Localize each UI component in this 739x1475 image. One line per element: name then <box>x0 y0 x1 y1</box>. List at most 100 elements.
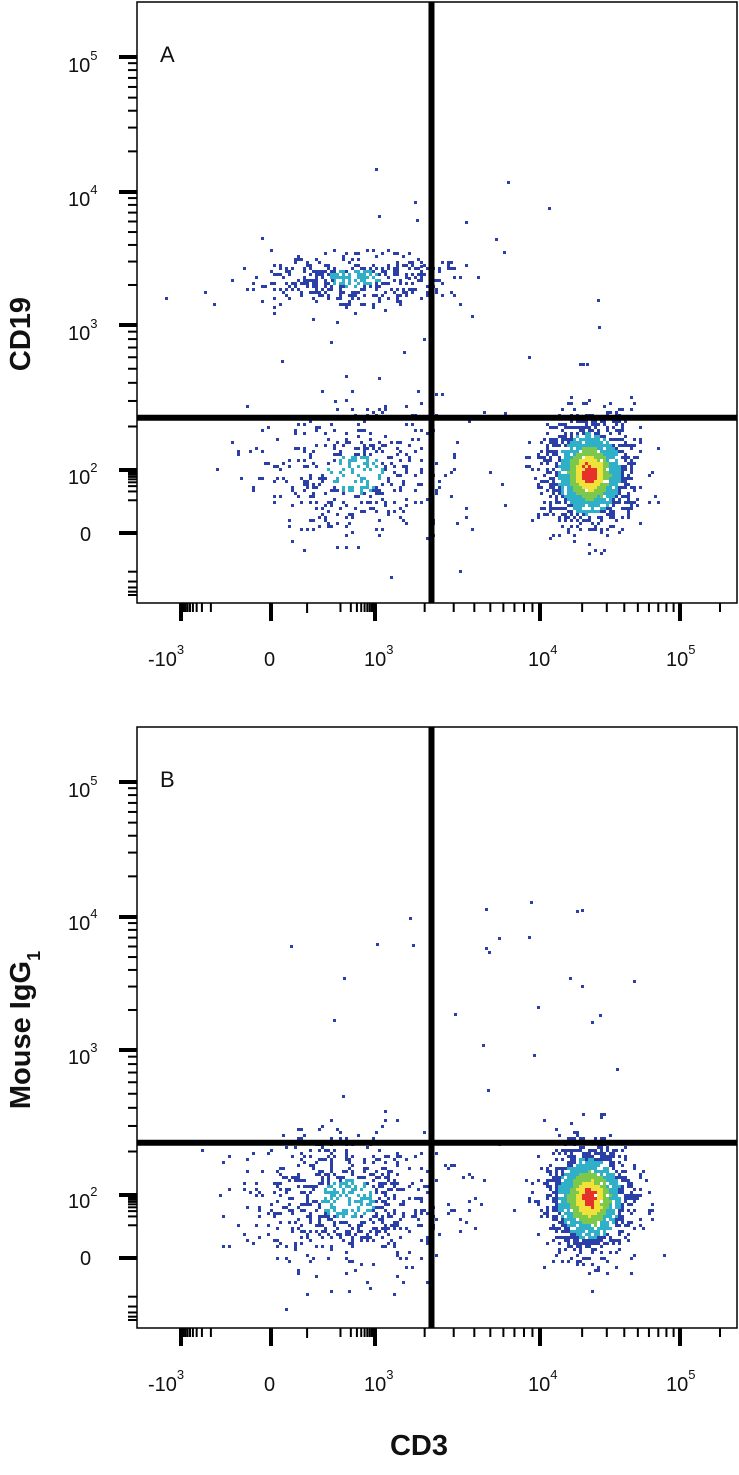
event-dot <box>558 1242 561 1245</box>
event-dot <box>627 477 630 480</box>
event-dot <box>252 486 255 489</box>
event-dot <box>579 483 582 486</box>
event-dot <box>408 444 411 447</box>
event-dot <box>564 498 567 501</box>
event-dot <box>297 1218 300 1221</box>
event-dot <box>603 465 606 468</box>
event-dot <box>627 1182 630 1185</box>
event-dot <box>291 486 294 489</box>
event-dot <box>381 282 384 285</box>
event-dot <box>165 297 168 300</box>
event-dot <box>426 498 429 501</box>
event-dot <box>312 1164 315 1167</box>
event-dot <box>585 1176 588 1179</box>
event-dot <box>333 1206 336 1209</box>
event-dot <box>621 1206 624 1209</box>
event-dot <box>588 1167 591 1170</box>
event-dot <box>378 489 381 492</box>
event-dot <box>363 1176 366 1179</box>
event-dot <box>636 504 639 507</box>
event-dot <box>354 507 357 510</box>
event-dot <box>363 429 366 432</box>
event-dot <box>609 402 612 405</box>
event-dot <box>603 468 606 471</box>
event-dot <box>546 1167 549 1170</box>
event-dot <box>330 1245 333 1248</box>
event-dot <box>573 456 576 459</box>
event-dot <box>597 1161 600 1164</box>
event-dot <box>591 441 594 444</box>
event-dot <box>612 438 615 441</box>
event-dot <box>588 504 591 507</box>
event-dot <box>579 363 582 366</box>
event-dot <box>366 282 369 285</box>
event-dot <box>342 1170 345 1173</box>
event-dot <box>342 273 345 276</box>
event-dot <box>390 483 393 486</box>
event-dot <box>612 525 615 528</box>
event-dot <box>636 456 639 459</box>
event-dot <box>570 492 573 495</box>
event-dot <box>588 1206 591 1209</box>
event-dot <box>567 450 570 453</box>
event-dot <box>261 477 264 480</box>
event-dot <box>360 501 363 504</box>
event-dot <box>384 1194 387 1197</box>
event-dot <box>219 1194 222 1197</box>
event-dot <box>639 1194 642 1197</box>
event-dot <box>405 498 408 501</box>
event-dot <box>333 1188 336 1191</box>
event-dot <box>579 1164 582 1167</box>
event-dot <box>393 291 396 294</box>
event-dot <box>582 1155 585 1158</box>
event-dot <box>603 1170 606 1173</box>
event-dot <box>567 1176 570 1179</box>
event-dot <box>576 480 579 483</box>
event-dot <box>312 519 315 522</box>
event-dot <box>345 1272 348 1275</box>
event-dot <box>453 456 456 459</box>
event-dot <box>357 273 360 276</box>
event-dot <box>342 486 345 489</box>
event-dot <box>372 306 375 309</box>
event-dot <box>285 1308 288 1311</box>
event-dot <box>342 501 345 504</box>
event-dot <box>552 468 555 471</box>
event-dot <box>399 300 402 303</box>
event-dot <box>402 1281 405 1284</box>
event-dot <box>393 273 396 276</box>
event-dot <box>309 477 312 480</box>
event-dot <box>612 1218 615 1221</box>
event-dot <box>633 456 636 459</box>
event-dot <box>306 480 309 483</box>
event-dot <box>414 429 417 432</box>
event-dot <box>482 1044 485 1047</box>
event-dot <box>588 471 591 474</box>
event-dot <box>351 513 354 516</box>
event-dot <box>294 1245 297 1248</box>
event-dot <box>621 438 624 441</box>
event-dot <box>639 1218 642 1221</box>
event-dot <box>354 453 357 456</box>
event-dot <box>552 1206 555 1209</box>
event-dot <box>201 1149 204 1152</box>
event-dot <box>582 483 585 486</box>
event-dot <box>627 516 630 519</box>
event-dot <box>330 270 333 273</box>
event-dot <box>579 1161 582 1164</box>
event-dot <box>615 450 618 453</box>
event-dot <box>375 1230 378 1233</box>
event-dot <box>333 1215 336 1218</box>
event-dot <box>309 420 312 423</box>
event-dot <box>579 510 582 513</box>
event-dot <box>546 1170 549 1173</box>
event-dot <box>243 1182 246 1185</box>
event-dot <box>318 1170 321 1173</box>
event-dot <box>402 510 405 513</box>
event-dot <box>396 474 399 477</box>
event-dot <box>345 432 348 435</box>
event-dot <box>603 1191 606 1194</box>
event-dot <box>621 423 624 426</box>
event-dot <box>564 468 567 471</box>
event-dot <box>530 901 533 904</box>
